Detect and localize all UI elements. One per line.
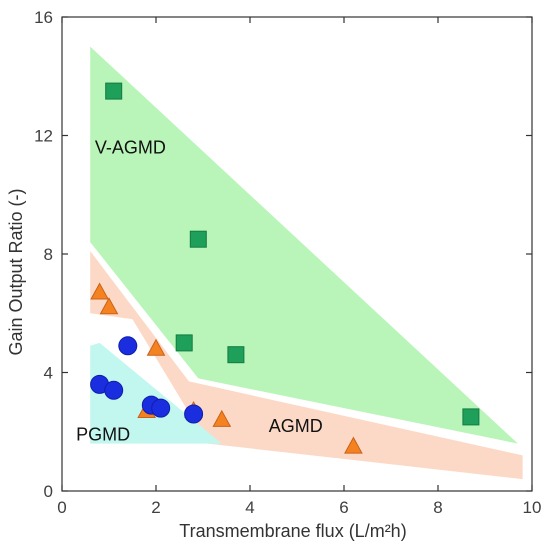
- axes-layer: 0 2 4 6 8 10 0 4 8 12 16: [34, 8, 541, 517]
- circle-point: [184, 404, 204, 424]
- square-point: [189, 230, 207, 248]
- x-tick-label: 6: [339, 498, 348, 517]
- region-label-v-agmd: V-AGMD: [95, 137, 166, 157]
- x-tick-label: 4: [245, 498, 254, 517]
- y-tick-label: 8: [44, 245, 53, 264]
- y-tick-label: 4: [44, 364, 53, 383]
- square-point: [227, 346, 245, 364]
- square-point: [175, 334, 193, 352]
- triangle-point: [146, 338, 166, 356]
- x-tick-label: 10: [523, 498, 542, 517]
- triangle-point: [90, 282, 109, 300]
- points-layer: [90, 82, 480, 454]
- y-axis-title: Gain Output Ratio (-): [6, 188, 26, 355]
- circle-point: [151, 398, 171, 418]
- x-tick-label: 0: [57, 498, 66, 517]
- circle-point: [104, 380, 124, 400]
- x-tick-label: 8: [433, 498, 442, 517]
- y-tick-label: 0: [44, 482, 53, 501]
- y-tick-label: 12: [34, 127, 53, 146]
- region-label-agmd: AGMD: [269, 416, 323, 436]
- region-label-pgmd: PGMD: [76, 425, 130, 445]
- triangle-point: [344, 436, 363, 454]
- region-v-agmd: [90, 46, 518, 444]
- y-tick-label: 16: [34, 8, 53, 27]
- x-axis-title: Transmembrane flux (L/m²h): [179, 521, 406, 541]
- triangle-point: [212, 409, 232, 427]
- square-point: [105, 82, 123, 100]
- square-point: [462, 408, 480, 426]
- x-tick-label: 2: [151, 498, 160, 517]
- region-labels-layer: V-AGMD AGMD PGMD: [76, 137, 323, 444]
- triangle-point: [99, 297, 119, 315]
- circle-point: [118, 336, 138, 356]
